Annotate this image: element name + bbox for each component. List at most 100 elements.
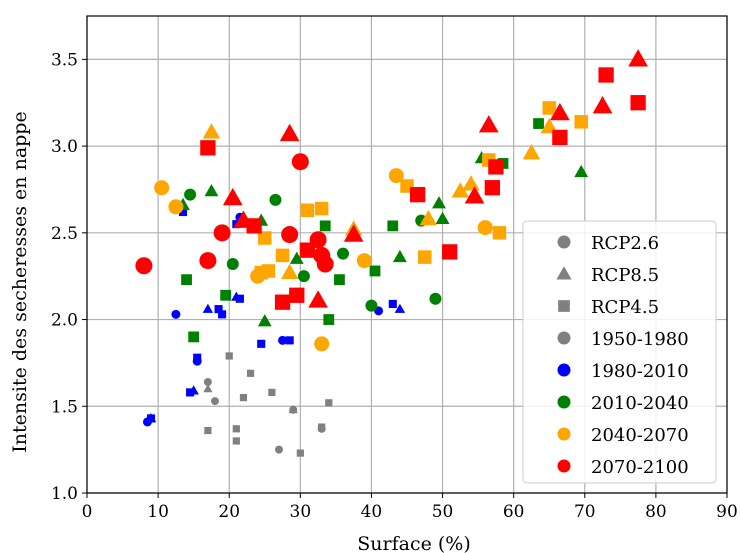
data-point-triangle xyxy=(343,224,364,242)
data-point-square xyxy=(246,218,262,234)
data-point-circle xyxy=(278,335,288,345)
data-point-square xyxy=(319,220,331,232)
data-point-triangle xyxy=(204,183,219,197)
data-point-triangle xyxy=(550,102,570,121)
data-point-square xyxy=(369,265,381,277)
data-point-square xyxy=(193,353,202,362)
data-point-triangle xyxy=(628,49,648,67)
data-point-circle xyxy=(226,258,239,271)
data-point-square xyxy=(552,129,568,146)
data-point-square xyxy=(574,115,588,129)
legend-label: RCP2.6 xyxy=(591,233,659,254)
data-point-square xyxy=(285,336,294,345)
data-point-triangle xyxy=(435,211,450,224)
data-point-square xyxy=(318,423,326,431)
data-point-square xyxy=(275,248,290,263)
data-point-circle xyxy=(211,397,219,406)
data-point-triangle xyxy=(592,95,613,114)
legend-label: 1950-1980 xyxy=(591,329,689,350)
data-point-square xyxy=(418,250,432,264)
data-point-circle xyxy=(316,255,334,273)
legend-marker xyxy=(557,427,571,441)
x-tick-label: 70 xyxy=(574,502,596,522)
data-point-square xyxy=(232,425,240,433)
x-tick-label: 10 xyxy=(147,502,169,522)
data-point-square xyxy=(323,314,335,325)
data-point-square xyxy=(296,449,304,457)
legend-marker xyxy=(557,331,571,345)
data-point-square xyxy=(492,226,507,240)
y-tick-label: 1.5 xyxy=(51,397,78,417)
data-point-square xyxy=(232,437,240,445)
y-axis-label: Intensite des secheresses en nappe xyxy=(9,111,31,452)
data-point-triangle xyxy=(289,251,304,264)
data-point-triangle xyxy=(394,303,406,313)
data-point-circle xyxy=(314,336,330,352)
data-point-square xyxy=(533,118,544,129)
data-point-triangle xyxy=(280,263,299,280)
data-point-square xyxy=(542,101,556,115)
data-point-square xyxy=(261,264,276,278)
data-point-square xyxy=(598,67,614,83)
data-point-circle xyxy=(184,188,197,201)
data-point-square xyxy=(246,369,255,377)
x-tick-label: 50 xyxy=(432,502,454,522)
data-point-square xyxy=(200,140,216,156)
legend-marker xyxy=(557,363,571,377)
data-point-triangle xyxy=(432,196,446,209)
x-tick-label: 20 xyxy=(218,502,240,522)
data-point-triangle xyxy=(462,175,480,191)
data-point-circle xyxy=(365,299,378,312)
data-point-square xyxy=(299,242,316,258)
data-point-triangle xyxy=(540,118,558,134)
data-point-square xyxy=(214,305,223,314)
x-tick-label: 60 xyxy=(503,502,525,522)
data-point-square xyxy=(239,394,248,402)
data-point-square xyxy=(257,339,266,348)
data-point-square xyxy=(442,244,458,260)
data-point-circle xyxy=(154,180,170,196)
data-point-triangle xyxy=(478,115,499,133)
data-point-circle xyxy=(135,257,153,275)
data-point-circle xyxy=(356,253,372,269)
legend-label: RCP4.5 xyxy=(591,297,659,318)
data-point-triangle xyxy=(279,123,300,142)
data-point-circle xyxy=(429,292,442,305)
y-tick-label: 1.0 xyxy=(51,484,78,504)
data-point-triangle xyxy=(222,187,243,206)
x-tick-label: 80 xyxy=(645,502,667,522)
data-point-circle xyxy=(168,199,184,215)
data-point-triangle xyxy=(451,182,470,198)
data-point-triangle xyxy=(288,404,298,414)
data-point-square xyxy=(300,203,315,218)
data-point-circle xyxy=(275,445,283,454)
data-point-circle xyxy=(269,193,282,206)
data-point-circle xyxy=(297,270,310,283)
data-point-square xyxy=(218,310,227,319)
data-point-circle xyxy=(203,377,212,386)
data-point-square xyxy=(289,287,305,303)
legend-label: 2010-2040 xyxy=(591,393,689,414)
legend-box xyxy=(522,220,717,484)
data-point-circle xyxy=(281,226,299,244)
data-point-triangle xyxy=(574,164,589,178)
data-point-square xyxy=(334,274,345,286)
data-point-square xyxy=(484,180,500,196)
y-tick-label: 2.0 xyxy=(51,311,78,331)
data-point-square xyxy=(186,388,195,397)
data-points xyxy=(135,49,648,457)
legend-marker xyxy=(557,395,571,409)
data-point-square xyxy=(235,294,244,303)
data-point-square xyxy=(204,426,212,435)
data-point-square xyxy=(387,220,399,232)
data-point-triangle xyxy=(308,290,328,308)
data-point-circle xyxy=(388,168,404,184)
legend-marker xyxy=(557,459,571,473)
legend-marker xyxy=(556,266,572,280)
data-point-circle xyxy=(337,247,349,260)
data-point-square xyxy=(410,187,426,203)
data-point-triangle xyxy=(203,384,213,393)
data-point-triangle xyxy=(392,249,407,263)
data-point-triangle xyxy=(202,303,214,313)
data-point-square xyxy=(388,299,397,308)
